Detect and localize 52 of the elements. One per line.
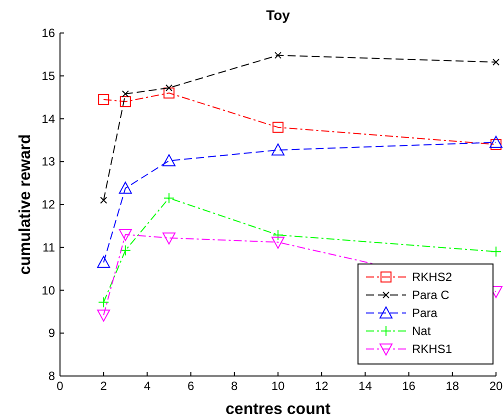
point bbox=[166, 84, 172, 92]
point bbox=[272, 236, 284, 249]
point bbox=[120, 244, 131, 256]
legend-label: RKHS1 bbox=[412, 342, 452, 356]
point bbox=[164, 192, 174, 204]
point bbox=[490, 138, 502, 150]
y-tick-label: 11 bbox=[42, 240, 56, 254]
y-tick-label: 8 bbox=[48, 369, 56, 383]
y-tick-label: 15 bbox=[42, 68, 56, 83]
point bbox=[272, 122, 284, 133]
point bbox=[97, 310, 110, 322]
legend-label: Para C bbox=[412, 288, 450, 302]
point bbox=[162, 154, 176, 166]
y-axis-title: cumulative reward bbox=[17, 134, 34, 275]
x-tick-label: 14 bbox=[358, 379, 372, 393]
y-tick-label: 9 bbox=[48, 326, 56, 340]
x-tick-label: 12 bbox=[314, 379, 329, 393]
x-tick-label: 20 bbox=[489, 379, 503, 393]
y-tick-label: 13 bbox=[42, 154, 56, 169]
y-tick-label: 16 bbox=[42, 26, 56, 40]
x-tick-label: 2 bbox=[100, 379, 108, 393]
point bbox=[122, 90, 129, 98]
y-tick-label: 14 bbox=[42, 112, 56, 126]
point bbox=[98, 94, 110, 105]
point bbox=[120, 96, 131, 108]
x-tick-label: 4 bbox=[144, 379, 151, 393]
x-tick-label: 6 bbox=[187, 379, 194, 393]
x-tick-label: 16 bbox=[402, 379, 416, 393]
legend-label: Para bbox=[412, 306, 438, 320]
x-tick-label: 0 bbox=[56, 379, 64, 393]
x-tick-label: 8 bbox=[231, 379, 238, 393]
y-tick-label: 12 bbox=[42, 198, 56, 212]
point bbox=[118, 182, 132, 194]
y-tick-label: 10 bbox=[42, 283, 56, 298]
point bbox=[98, 296, 110, 308]
chart-title: Toy bbox=[266, 7, 290, 23]
point bbox=[272, 144, 284, 156]
point bbox=[492, 58, 500, 66]
legend-label: RKHS2 bbox=[412, 270, 452, 284]
x-axis-title: centres count bbox=[226, 401, 332, 418]
point bbox=[164, 88, 174, 99]
x-tick-label: 18 bbox=[446, 379, 460, 393]
point bbox=[100, 196, 108, 204]
point bbox=[274, 52, 282, 59]
point bbox=[162, 232, 176, 244]
point bbox=[490, 136, 502, 148]
point bbox=[272, 229, 284, 240]
point bbox=[118, 229, 132, 242]
point bbox=[490, 246, 502, 258]
x-tick-label: 10 bbox=[271, 379, 285, 393]
legend-label: Nat bbox=[412, 324, 432, 338]
point bbox=[97, 256, 110, 268]
